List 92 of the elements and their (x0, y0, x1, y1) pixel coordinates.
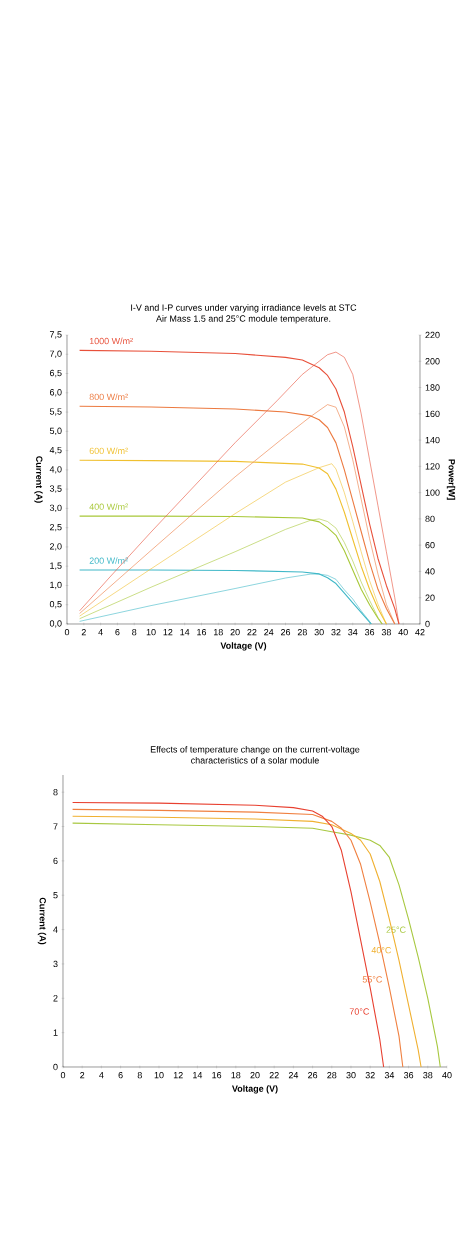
x-tick-label: 18 (231, 1072, 241, 1079)
x-tick-label: 26 (308, 1072, 318, 1079)
x-axis-title: Voltage (V) (231, 1085, 278, 1094)
x-tick-label: 20 (250, 1072, 260, 1079)
x-tick-label: 22 (247, 629, 257, 636)
y-tick-label: 7 (53, 823, 58, 830)
y-tick-label: 8 (53, 789, 58, 796)
y-tick-label: 2,5 (49, 523, 62, 532)
x-tick-label: 32 (331, 629, 341, 636)
x-tick-label: 18 (213, 629, 223, 636)
y2-tick-label: 160 (425, 410, 440, 417)
y-tick-label: 1,0 (50, 581, 62, 590)
x-tick-label: 2 (81, 629, 86, 636)
x-tick-label: 36 (364, 629, 375, 636)
series-label: 1000 W/m² (89, 337, 133, 345)
x-tick-label: 14 (180, 629, 190, 636)
y2-axis-title: Power[W] (446, 459, 456, 500)
y2-tick-label: 40 (425, 568, 435, 575)
x-tick-label: 28 (297, 629, 307, 636)
x-tick-label: 36 (403, 1072, 414, 1079)
y-tick-label: 3,5 (49, 485, 62, 493)
y-tick-label: 0,0 (49, 620, 62, 628)
x-tick-label: 38 (423, 1072, 433, 1079)
chart-title: Effects of temperature change on the current-voltage characteristics of a solar module (150, 745, 360, 764)
y-tick-label: 5 (53, 892, 58, 899)
y2-tick-label: 220 (425, 331, 440, 339)
y2-tick-label: 120 (425, 463, 440, 470)
series-label: 800 W/m² (89, 393, 128, 401)
x-tick-label: 40 (442, 1072, 452, 1079)
x-tick-label: 12 (163, 629, 173, 636)
y2-tick-label: 20 (425, 594, 435, 601)
y2-tick-label: 0 (425, 620, 430, 628)
x-tick-label: 8 (137, 1072, 142, 1079)
x-tick-label: 34 (384, 1072, 395, 1079)
x-tick-label: 12 (173, 1072, 183, 1079)
series-label: 600 W/m² (89, 447, 128, 455)
y2-tick-label: 200 (425, 358, 440, 365)
y-tick-label: 5,0 (49, 427, 62, 436)
y2-tick-label: 60 (425, 541, 435, 549)
x-axis-title: Voltage (V) (220, 642, 267, 651)
x-tick-label: 16 (212, 1072, 222, 1079)
y-axis-title: Current (A) (34, 456, 43, 503)
y-tick-label: 1 (53, 1029, 58, 1036)
chart-title: I-V and I-P curves under varying irradiance levels at STC Air Mass 1.5 and 25°C module temperature. (131, 304, 357, 324)
series-label: 200 W/m² (89, 557, 128, 564)
y2-tick-label: 180 (425, 384, 440, 391)
x-tick-label: 8 (132, 629, 137, 636)
x-tick-label: 38 (381, 629, 391, 636)
y-tick-label: 1,5 (50, 562, 62, 570)
x-tick-label: 40 (398, 629, 408, 636)
y2-tick-label: 140 (425, 436, 440, 444)
x-tick-label: 34 (348, 629, 358, 636)
x-tick-label: 24 (288, 1072, 299, 1079)
y-tick-label: 4,5 (49, 446, 62, 455)
y-tick-label: 0 (53, 1063, 58, 1071)
x-tick-label: 28 (327, 1072, 337, 1079)
x-tick-label: 2 (80, 1072, 85, 1079)
y2-tick-label: 100 (425, 489, 440, 496)
series-label: 70°C (349, 1008, 370, 1015)
y-tick-label: 6 (53, 857, 58, 865)
x-tick-label: 22 (269, 1072, 279, 1079)
x-tick-label: 4 (98, 629, 103, 636)
x-tick-label: 30 (346, 1072, 356, 1079)
y-tick-label: 5,5 (49, 408, 62, 416)
y-tick-label: 7,5 (49, 331, 62, 339)
y-tick-label: 6,0 (49, 389, 62, 397)
y-tick-label: 6,5 (49, 369, 62, 378)
y-tick-label: 4 (53, 926, 58, 933)
x-tick-label: 26 (280, 629, 291, 636)
x-tick-label: 20 (230, 629, 240, 636)
y-tick-label: 3 (53, 960, 58, 968)
x-tick-label: 42 (415, 629, 425, 636)
y-tick-label: 4,0 (49, 466, 62, 474)
x-tick-label: 16 (197, 629, 207, 636)
x-tick-label: 30 (314, 629, 324, 636)
x-tick-label: 6 (118, 1072, 123, 1079)
x-tick-label: 6 (115, 629, 120, 636)
y-tick-label: 2,0 (49, 543, 62, 551)
y-axis-title: Current (A) (37, 897, 47, 945)
series-label: 400 W/m² (89, 503, 128, 510)
x-tick-label: 0 (64, 629, 70, 636)
x-tick-label: 14 (193, 1072, 203, 1079)
y-tick-label: 3,0 (49, 504, 62, 513)
y-tick-label: 7,0 (49, 350, 62, 358)
x-tick-label: 24 (264, 629, 274, 636)
y-tick-label: 0,5 (49, 601, 62, 609)
y2-tick-label: 80 (425, 515, 435, 523)
x-tick-label: 32 (365, 1072, 375, 1079)
y-tick-label: 2 (53, 995, 58, 1002)
x-tick-label: 4 (99, 1072, 104, 1079)
x-tick-label: 10 (146, 629, 156, 636)
x-tick-label: 10 (154, 1072, 164, 1079)
